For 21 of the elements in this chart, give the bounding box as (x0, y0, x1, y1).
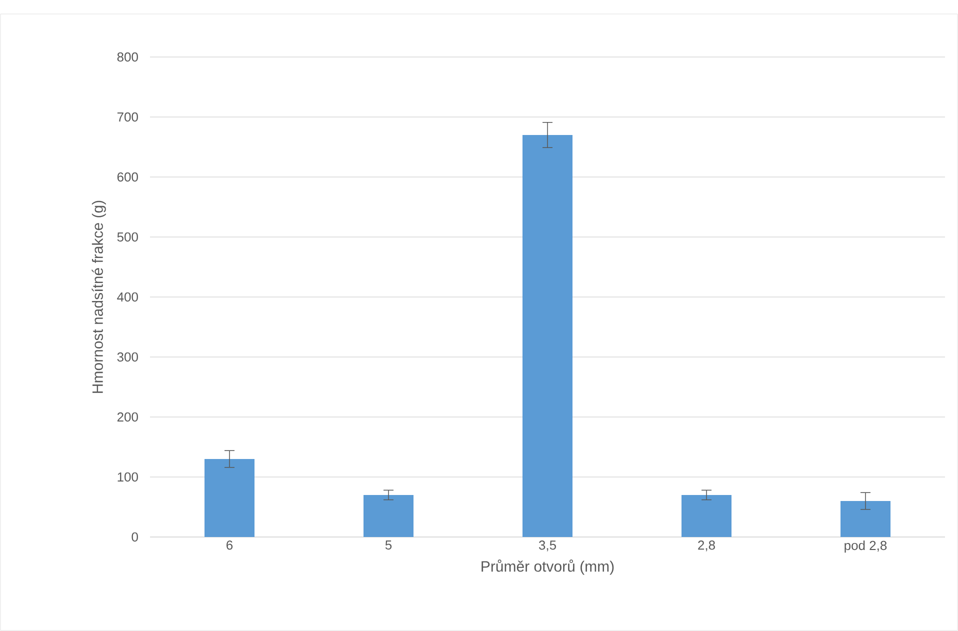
x-tick-label: 3,5 (538, 540, 556, 552)
x-tick-label: 2,8 (698, 540, 715, 552)
x-tick-label: pod 2,8 (844, 540, 887, 553)
y-tick-label: 400 (117, 292, 138, 302)
x-tick-label: 5 (385, 540, 392, 550)
y-tick-label: 0 (132, 532, 138, 542)
y-tick-label: 200 (117, 412, 138, 422)
y-tick-label: 800 (117, 52, 138, 62)
y-tick-label: 100 (118, 472, 138, 482)
y-tick-label: 600 (117, 172, 138, 182)
y-tick-label: 300 (117, 352, 138, 362)
y-axis-title: Hmornost nadsítné frakce (g) (92, 200, 106, 393)
bar (364, 494, 414, 537)
bar (840, 500, 890, 537)
y-tick-label: 700 (117, 112, 138, 122)
bar (522, 134, 573, 537)
x-axis-title: Průměr otvorů (mm) (482, 560, 614, 575)
bar (204, 458, 255, 537)
x-tick-label: 6 (226, 540, 233, 550)
bar (682, 494, 732, 537)
y-tick-label: 500 (117, 232, 138, 242)
